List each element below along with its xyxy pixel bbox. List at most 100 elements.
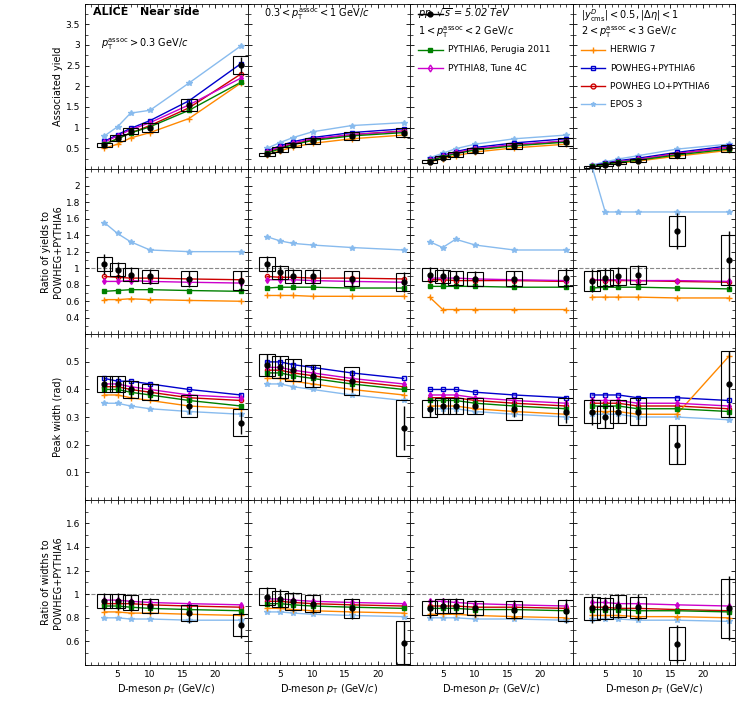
Bar	[585, 597, 600, 620]
Bar	[422, 601, 437, 615]
Bar	[559, 398, 574, 426]
Bar	[285, 593, 301, 610]
Bar	[597, 164, 613, 166]
Bar	[123, 268, 138, 281]
Bar	[721, 235, 737, 285]
Bar	[234, 55, 249, 74]
Text: $0.3 < p_{\rm T}^{\rm assoc} < 1$ GeV/$c$: $0.3 < p_{\rm T}^{\rm assoc} < 1$ GeV/$c…	[264, 7, 370, 22]
Bar	[123, 381, 138, 398]
Bar	[630, 398, 646, 426]
Y-axis label: Ratio of widths to
POWHEG+PYTHIA6: Ratio of widths to POWHEG+PYTHIA6	[41, 536, 63, 628]
Text: PYTHIA6, Perugia 2011: PYTHIA6, Perugia 2011	[448, 45, 550, 55]
Bar	[259, 153, 275, 156]
Text: $1 < p_{\rm T}^{\rm assoc} < 2$ GeV/$c$: $1 < p_{\rm T}^{\rm assoc} < 2$ GeV/$c$	[418, 25, 514, 40]
Bar	[181, 605, 197, 621]
Bar	[585, 166, 600, 168]
Bar	[597, 406, 613, 428]
Bar	[344, 599, 359, 618]
Bar	[396, 621, 412, 664]
Bar	[344, 272, 359, 286]
Bar	[272, 591, 288, 607]
Bar	[630, 159, 646, 162]
Bar	[435, 599, 451, 613]
Bar	[630, 266, 646, 284]
Bar	[435, 398, 451, 414]
Bar	[304, 365, 321, 387]
Bar	[344, 132, 359, 139]
Text: $|y_{\rm cms}^D| < 0.5, |\Delta\eta| < 1$: $|y_{\rm cms}^D| < 0.5, |\Delta\eta| < 1…	[581, 7, 678, 24]
Bar	[272, 266, 288, 279]
Bar	[506, 398, 522, 420]
Bar	[97, 257, 112, 272]
Bar	[123, 595, 138, 610]
Bar	[669, 216, 684, 246]
Bar	[585, 270, 600, 290]
Text: HERWIG 7: HERWIG 7	[610, 45, 655, 55]
Y-axis label: Associated yield: Associated yield	[53, 47, 63, 126]
Bar	[467, 601, 483, 615]
Bar	[304, 595, 321, 612]
Bar	[97, 376, 112, 393]
Bar	[422, 400, 437, 417]
Text: ALICE   Near side: ALICE Near side	[93, 7, 200, 17]
Bar	[259, 588, 275, 605]
Bar	[435, 270, 451, 283]
Bar	[123, 128, 138, 134]
Bar	[285, 360, 301, 381]
Bar	[142, 270, 158, 283]
Bar	[181, 99, 197, 111]
X-axis label: D-meson $p_{\rm T}$ (GeV/$c$): D-meson $p_{\rm T}$ (GeV/$c$)	[443, 682, 540, 696]
Bar	[285, 270, 301, 283]
Bar	[109, 376, 126, 393]
Bar	[396, 400, 412, 456]
Bar	[448, 398, 463, 414]
Bar	[669, 627, 684, 660]
Bar	[344, 367, 359, 395]
Y-axis label: Peak width (rad): Peak width (rad)	[53, 377, 63, 457]
Bar	[285, 142, 301, 147]
Bar	[304, 270, 321, 283]
Bar	[721, 579, 737, 638]
Bar	[597, 270, 613, 286]
Bar	[506, 143, 522, 149]
Bar	[559, 600, 574, 621]
Bar	[610, 268, 626, 285]
Bar	[721, 351, 737, 417]
Bar	[506, 272, 522, 286]
Text: POWHEG+PYTHIA6: POWHEG+PYTHIA6	[610, 63, 695, 73]
Bar	[234, 614, 249, 636]
Bar	[669, 153, 684, 157]
Bar	[259, 257, 275, 272]
Bar	[272, 357, 288, 378]
X-axis label: D-meson $p_{\rm T}$ (GeV/$c$): D-meson $p_{\rm T}$ (GeV/$c$)	[118, 682, 215, 696]
Bar	[610, 595, 626, 617]
Bar	[721, 145, 737, 152]
Bar	[109, 135, 126, 141]
Bar	[396, 273, 412, 291]
Bar	[435, 156, 451, 160]
Bar	[448, 272, 463, 285]
Bar	[630, 597, 646, 618]
Y-axis label: Ratio of yields to
POWHEG+PYTHIA6: Ratio of yields to POWHEG+PYTHIA6	[41, 206, 63, 298]
Bar	[422, 160, 437, 162]
Text: EPOS 3: EPOS 3	[610, 100, 642, 109]
Bar	[142, 384, 158, 400]
Bar	[467, 148, 483, 153]
Bar	[559, 138, 574, 146]
Bar	[142, 124, 158, 132]
Text: pp, $\sqrt{s}$ = 5.02 TeV: pp, $\sqrt{s}$ = 5.02 TeV	[418, 7, 511, 22]
Bar	[448, 599, 463, 613]
Bar	[467, 273, 483, 285]
Bar	[597, 597, 613, 619]
Bar	[272, 147, 288, 152]
X-axis label: D-meson $p_{\rm T}$ (GeV/$c$): D-meson $p_{\rm T}$ (GeV/$c$)	[605, 682, 703, 696]
Bar	[304, 138, 321, 144]
Bar	[610, 162, 626, 164]
Text: $p_{\rm T}^{\rm assoc} > 0.3$ GeV/$c$: $p_{\rm T}^{\rm assoc} > 0.3$ GeV/$c$	[101, 37, 188, 52]
Text: $2 < p_{\rm T}^{\rm assoc} < 3$ GeV/$c$: $2 < p_{\rm T}^{\rm assoc} < 3$ GeV/$c$	[581, 25, 677, 40]
Bar	[506, 601, 522, 618]
Bar	[234, 272, 249, 290]
Bar	[97, 143, 112, 147]
Bar	[97, 594, 112, 608]
Bar	[422, 268, 437, 281]
